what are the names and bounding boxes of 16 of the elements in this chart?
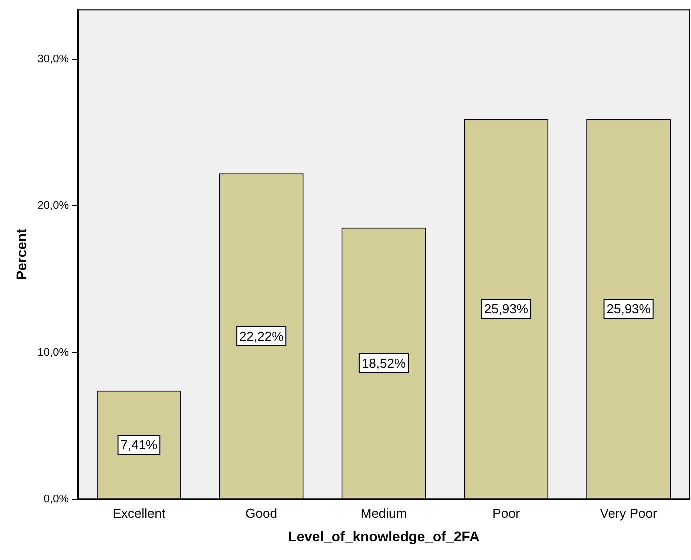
y-tick-label: 0,0% (44, 494, 70, 506)
x-tick-label: Poor (492, 506, 521, 521)
x-tick-label: Good (246, 506, 278, 521)
x-tick-label: Excellent (112, 506, 166, 521)
data-label: 25,93% (484, 302, 529, 317)
x-tick-label: Medium (360, 506, 408, 521)
x-axis-title: Level_of_knowledge_of_2FA (288, 528, 480, 544)
y-tick-label: 20,0% (38, 200, 70, 212)
data-label: 25,93% (606, 302, 652, 317)
data-label: 18,52% (362, 356, 406, 372)
data-label: 22,22% (240, 328, 284, 344)
y-axis-title: Percent (13, 228, 30, 280)
data-label: 7,41% (120, 438, 158, 453)
y-tick-label: 10,0% (38, 346, 70, 359)
y-tick-label: 30,0% (38, 54, 70, 66)
x-tick-label: Very Poor (600, 506, 658, 521)
